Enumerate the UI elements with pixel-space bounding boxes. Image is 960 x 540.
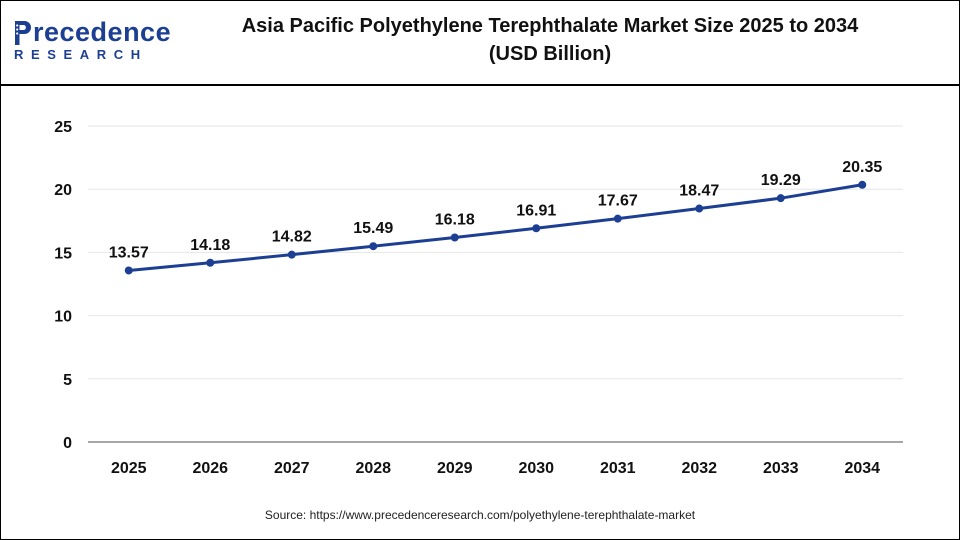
data-point xyxy=(450,233,459,242)
data-point xyxy=(124,266,133,275)
y-tick-label: 15 xyxy=(54,245,72,262)
logo-wordmark: recedence xyxy=(14,18,174,46)
x-tick-label: 2032 xyxy=(681,460,717,477)
chart-title: Asia Pacific Polyethylene Terephthalate … xyxy=(190,12,910,68)
source-note: Source: https://www.precedenceresearch.c… xyxy=(264,508,696,522)
y-tick-label: 10 xyxy=(54,309,72,326)
logo-sub-text: RESEARCH xyxy=(14,47,148,62)
data-label: 15.49 xyxy=(353,220,393,237)
x-tick-label: 2027 xyxy=(274,460,310,477)
data-label: 19.29 xyxy=(761,172,801,189)
y-tick-label: 25 xyxy=(54,119,72,136)
data-label: 20.35 xyxy=(842,159,882,176)
series-line xyxy=(127,183,864,272)
x-tick-label: 2033 xyxy=(763,460,799,477)
x-tick-label: 2025 xyxy=(111,460,147,477)
x-tick-label: 2030 xyxy=(518,460,554,477)
x-tick-label: 2029 xyxy=(437,460,473,477)
x-tick-label: 2031 xyxy=(600,460,636,477)
data-label: 17.67 xyxy=(598,193,638,210)
x-tick-label: 2034 xyxy=(844,460,880,477)
y-tick-label: 0 xyxy=(63,435,72,452)
data-label: 14.82 xyxy=(272,229,312,246)
data-point xyxy=(695,204,704,213)
chart-title-unit: (USD Billion) xyxy=(488,43,612,65)
data-point xyxy=(287,250,296,259)
data-label: 18.47 xyxy=(679,183,719,200)
x-tick-label: 2026 xyxy=(192,460,228,477)
chart-title-line: Asia Pacific Polyethylene Terephthalate … xyxy=(241,15,859,37)
data-point xyxy=(532,224,541,233)
data-label: 16.91 xyxy=(516,202,556,219)
data-point xyxy=(206,258,215,267)
data-point xyxy=(776,194,785,203)
data-point xyxy=(858,180,867,189)
y-tick-label: 20 xyxy=(54,182,72,199)
data-label: 14.18 xyxy=(190,237,230,254)
y-tick-label: 5 xyxy=(63,372,72,389)
data-point xyxy=(369,242,378,251)
data-label: 13.57 xyxy=(109,244,149,261)
data-label: 16.18 xyxy=(435,211,475,228)
data-point xyxy=(613,214,622,223)
precedence-research-logo: recedence RESEARCH xyxy=(14,18,174,68)
header: recedence RESEARCH Asia Pacific Polyethy… xyxy=(0,0,960,86)
x-tick-label: 2028 xyxy=(355,460,391,477)
logo-brand-text: recedence xyxy=(33,17,172,47)
logo-p-icon xyxy=(14,19,32,46)
